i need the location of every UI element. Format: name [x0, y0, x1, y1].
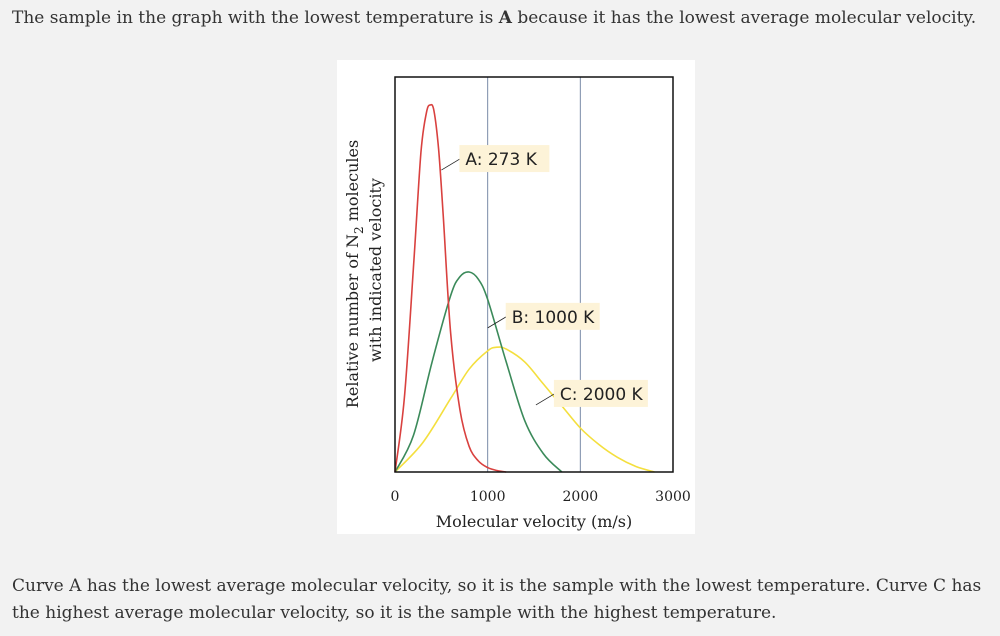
x-tick-label-0: 0: [391, 489, 400, 505]
plot-frame: [394, 76, 674, 473]
x-tick-label-1000: 1000: [470, 489, 506, 505]
curve-c: [394, 346, 655, 473]
curve-labels: A: 273 K B: 1000 K C: 2000 K: [441, 145, 648, 407]
intro-text-before: The sample in the graph with the lowest …: [12, 8, 499, 28]
curve-label-c: C: 2000 K: [535, 379, 648, 407]
svg-text:A: 273 K: A: 273 K: [465, 150, 537, 170]
explanation-text: Curve A has the lowest average molecular…: [12, 576, 982, 623]
x-tick-label-3000: 3000: [655, 489, 691, 505]
curve-label-a: A: 273 K: [441, 145, 550, 173]
curve-a: [394, 103, 507, 473]
x-tick-labels: 0 1000 2000 3000: [391, 489, 691, 505]
svg-text:C: 2000 K: C: 2000 K: [560, 385, 644, 405]
curve-label-b: B: 1000 K: [487, 302, 600, 330]
curves: [394, 103, 655, 473]
velocity-distribution-chart: A: 273 K B: 1000 K C: 2000 K 0 1000 2000 3000…: [343, 76, 691, 531]
x-axis-label: Molecular velocity (m/s): [436, 512, 632, 531]
intro-text-after: because it has the lowest average molecu…: [511, 8, 977, 28]
velocity-distribution-figure: A: 273 K B: 1000 K C: 2000 K 0 1000 2000 3000…: [337, 60, 695, 534]
y-axis-label-line2: with indicated velocity: [366, 178, 385, 362]
intro-text: The sample in the graph with the lowest …: [12, 6, 997, 30]
x-tick-label-2000: 2000: [563, 489, 599, 505]
curve-b: [394, 271, 563, 473]
intro-bold-answer: A: [498, 8, 512, 28]
y-axis-label-line1: Relative number of N2 molecules: [343, 140, 366, 408]
svg-text:B: 1000 K: B: 1000 K: [512, 308, 595, 328]
